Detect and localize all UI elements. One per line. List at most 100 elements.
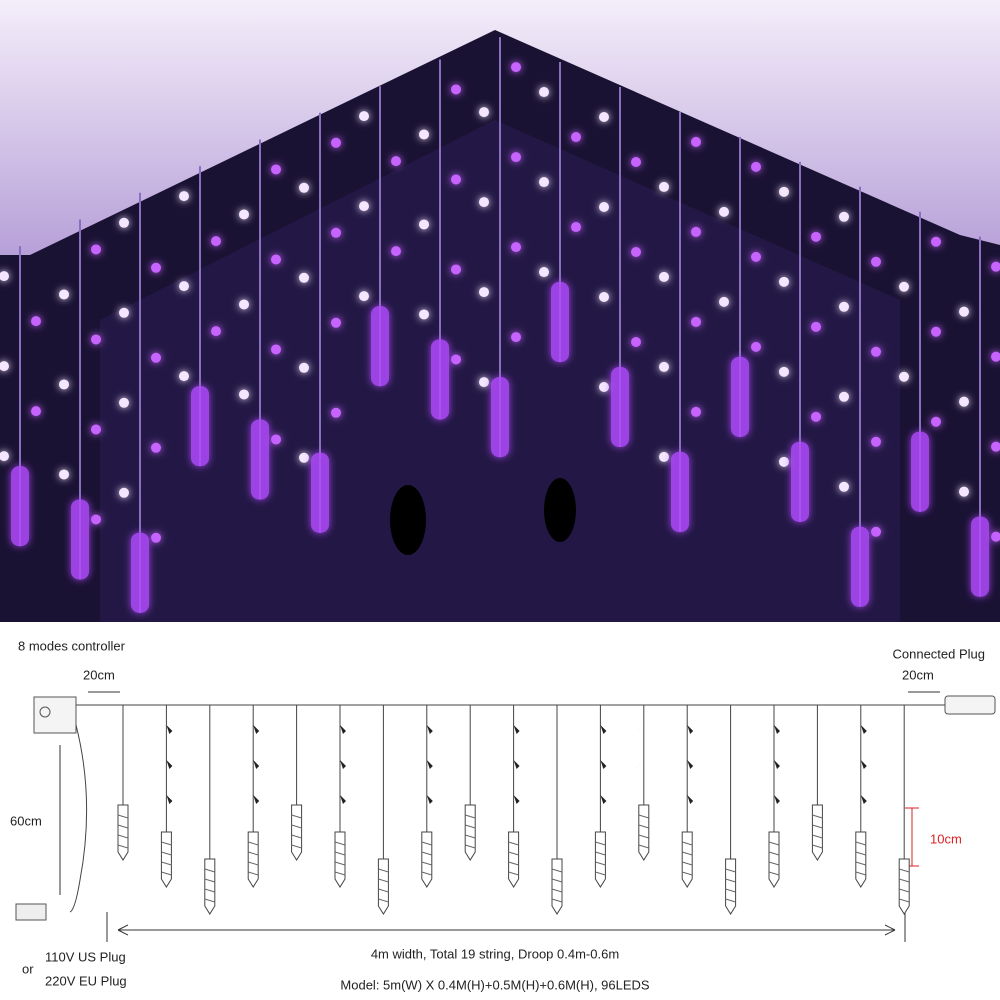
icicle-ring — [161, 861, 172, 866]
icicle-ring — [595, 841, 606, 846]
light-bulb — [179, 371, 189, 382]
icicle-ring — [855, 871, 866, 876]
led — [287, 760, 297, 769]
lead-length: 60cm — [10, 813, 42, 828]
icicle-ring — [551, 868, 563, 873]
icicle-ring — [117, 834, 129, 839]
led — [374, 830, 384, 839]
light-bulb — [419, 309, 429, 320]
light-bulb — [91, 424, 101, 435]
width-arrowheads — [117, 924, 896, 936]
light-bulb — [59, 289, 69, 300]
light-bulb — [0, 361, 9, 372]
icicle-ring — [117, 824, 129, 829]
icicle-ring — [248, 861, 259, 866]
led — [548, 795, 557, 804]
icicle-ring — [248, 871, 259, 876]
icicle-ring — [161, 871, 172, 876]
light-bulb — [599, 201, 609, 212]
led — [513, 795, 520, 804]
light-bulb — [0, 451, 9, 462]
icicle-ring — [638, 844, 649, 849]
icicle-ring — [812, 814, 823, 819]
icicle — [117, 804, 129, 861]
icicle-ring — [334, 871, 346, 876]
light-bulb — [599, 291, 609, 302]
icicle-ring — [334, 841, 346, 846]
light-bulb — [691, 406, 701, 417]
led — [200, 725, 210, 734]
icicle-light — [551, 282, 569, 363]
icicle-ring — [421, 871, 432, 876]
light-bulb — [331, 137, 341, 148]
icicle-ring — [682, 841, 693, 846]
light-bulb — [479, 107, 489, 118]
icicle-ring — [899, 868, 910, 873]
icicle-ring — [161, 851, 172, 856]
led — [426, 795, 433, 804]
light-bulb — [299, 362, 309, 373]
light-bulb — [631, 246, 641, 257]
light-bulb — [779, 276, 789, 287]
light-bulb — [451, 174, 461, 185]
light-bulb — [239, 209, 249, 220]
light-bulb — [359, 111, 369, 122]
light-bulb — [659, 181, 669, 192]
light-bulb — [719, 206, 729, 217]
icicle-light — [191, 386, 209, 467]
led — [287, 725, 297, 734]
light-bulb — [599, 111, 609, 122]
light-bulb — [31, 316, 41, 327]
icicle-light — [851, 526, 869, 607]
controller-label: 8 modes controller — [18, 638, 126, 653]
led — [600, 795, 607, 804]
light-bulb — [299, 182, 309, 193]
led — [166, 795, 173, 804]
connected-plug — [944, 695, 996, 715]
light-bulb — [479, 197, 489, 208]
light-bulb — [299, 452, 309, 463]
icicle-ring — [855, 861, 866, 866]
light-bulb — [151, 352, 161, 363]
icicle-ring — [638, 814, 649, 819]
icicle-ring — [204, 878, 215, 883]
icicle-length: 10cm — [930, 831, 962, 846]
light-bulb — [119, 487, 129, 498]
icicle-ring — [855, 841, 866, 846]
light-bulb — [479, 377, 489, 388]
icicle-ring — [899, 888, 910, 893]
icicle — [551, 858, 563, 915]
led — [687, 760, 694, 769]
model-text: Model: 5m(W) X 0.4M(H)+0.5M(H)+0.6M(H), … — [340, 977, 650, 992]
light-bulb — [451, 84, 461, 95]
led — [808, 760, 818, 769]
light-bulb — [871, 436, 881, 447]
light-bulb — [391, 246, 401, 257]
light-bulb — [691, 226, 701, 237]
led — [253, 795, 260, 804]
light-bulb — [991, 261, 1000, 272]
icicle-ring — [291, 844, 302, 849]
icicle-ring — [768, 851, 780, 856]
icicle — [768, 831, 780, 888]
icicle — [160, 831, 172, 888]
snowy-roof — [0, 0, 1000, 255]
led — [166, 725, 173, 734]
light-bulb — [271, 434, 281, 445]
icicle-ring — [465, 824, 476, 829]
led — [166, 760, 173, 769]
led — [200, 760, 210, 769]
icicle — [638, 804, 650, 861]
led — [600, 760, 607, 769]
icicle-ring — [508, 871, 519, 876]
icicle-ring — [378, 898, 389, 903]
icicle-ring — [812, 844, 823, 849]
light-bulb — [931, 416, 941, 427]
us-plug: 110V US Plug — [45, 949, 126, 964]
led — [860, 760, 867, 769]
led — [426, 725, 433, 734]
icicle-ring — [595, 851, 606, 856]
led — [374, 760, 384, 769]
width-caption: 4m width, Total 19 string, Droop 0.4m-0.… — [371, 946, 619, 961]
